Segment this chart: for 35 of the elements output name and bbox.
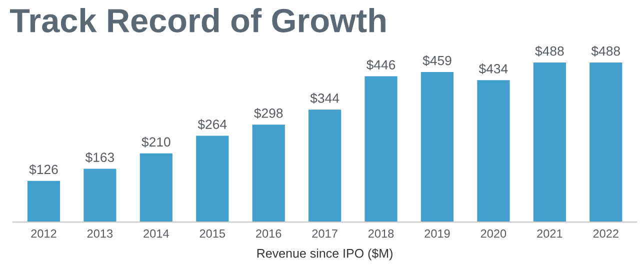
bar (140, 153, 172, 222)
bar (364, 76, 398, 222)
x-tick-label: 2021 (537, 229, 562, 238)
data-label: $264 (198, 119, 227, 130)
bar (477, 80, 510, 222)
bar (252, 124, 285, 222)
x-tick-label: 2018 (368, 229, 394, 238)
x-tick-label: 2017 (312, 229, 338, 238)
x-tick-label: 2016 (256, 229, 282, 238)
data-label: $163 (85, 152, 114, 163)
data-label: $434 (478, 64, 508, 74)
data-label: $344 (310, 92, 340, 104)
x-tick-label: 2015 (200, 229, 226, 238)
bar (27, 180, 60, 222)
bar (308, 110, 342, 222)
data-label: $488 (591, 46, 620, 57)
bar (196, 136, 229, 222)
bar (84, 168, 116, 222)
x-tick-label: 2013 (87, 229, 113, 238)
data-label: $126 (29, 164, 58, 175)
data-label: $298 (254, 108, 283, 119)
x-axis-title: Revenue since IPO ($M) (257, 248, 392, 260)
x-tick-label: 2012 (31, 229, 56, 238)
bar (533, 62, 566, 222)
data-label: $210 (142, 136, 170, 148)
data-label: $459 (422, 55, 452, 66)
x-tick-label: 2019 (424, 229, 450, 238)
data-label: $446 (366, 60, 396, 70)
bar (590, 62, 622, 222)
data-label: $488 (535, 46, 564, 57)
bar (420, 72, 454, 222)
x-tick-label: 2020 (480, 229, 506, 238)
x-tick-label: 2022 (593, 229, 618, 238)
chart-title: Track Record of Growth (10, 8, 386, 32)
x-tick-label: 2014 (144, 229, 169, 238)
